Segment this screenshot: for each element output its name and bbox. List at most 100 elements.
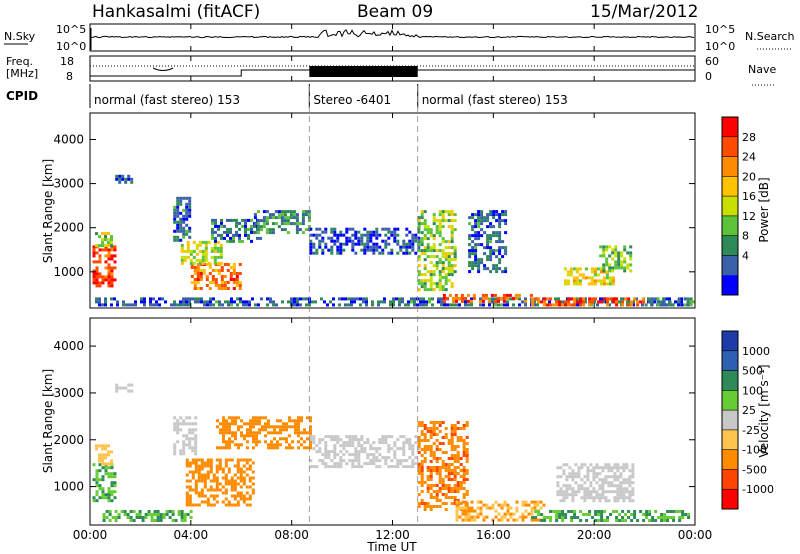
data-cell — [234, 434, 237, 438]
data-cell — [110, 466, 114, 470]
data-cell — [211, 236, 214, 240]
data-cell — [124, 180, 128, 184]
data-cell — [189, 261, 193, 265]
data-cell — [238, 263, 242, 266]
data-cell — [197, 470, 201, 474]
data-cell — [113, 248, 117, 252]
data-cell — [188, 300, 191, 304]
data-cell — [504, 210, 508, 214]
data-cell — [291, 419, 294, 423]
data-cell — [601, 490, 605, 494]
data-cell — [453, 255, 457, 259]
data-cell — [464, 509, 468, 513]
data-cell — [405, 233, 409, 237]
data-cell — [593, 273, 597, 277]
data-cell — [294, 428, 297, 432]
data-cell — [246, 422, 249, 426]
data-cell — [289, 210, 293, 214]
data-cell — [130, 383, 134, 387]
data-cell — [620, 254, 624, 258]
data-cell — [636, 519, 640, 522]
data-cell — [438, 219, 442, 223]
data-cell — [208, 281, 212, 284]
data-cell — [619, 472, 623, 476]
data-cell — [238, 287, 242, 290]
data-cell — [129, 510, 133, 513]
data-cell — [429, 505, 433, 508]
data-cell — [327, 435, 331, 439]
data-cell — [170, 303, 173, 307]
noise-trace — [89, 28, 695, 50]
data-cell — [224, 464, 228, 468]
data-cell — [454, 299, 458, 303]
data-cell — [95, 232, 98, 236]
data-cell — [435, 499, 439, 502]
data-cell — [405, 227, 409, 231]
data-cell — [654, 519, 658, 522]
data-cell — [235, 221, 238, 225]
data-cell — [444, 484, 448, 487]
data-cell — [280, 213, 284, 217]
data-cell — [623, 266, 627, 270]
data-cell — [147, 513, 151, 516]
data-cell — [453, 252, 457, 256]
data-cell — [217, 287, 221, 290]
data-cell — [173, 425, 177, 429]
data-cell — [466, 293, 470, 297]
data-cell — [447, 219, 451, 223]
data-cell — [360, 444, 364, 448]
data-cell — [185, 434, 189, 438]
data-cell — [420, 448, 424, 451]
data-cell — [435, 285, 439, 289]
data-cell — [115, 177, 119, 181]
data-cell — [226, 281, 230, 284]
data-cell — [602, 245, 606, 249]
data-cell — [365, 300, 368, 304]
data-cell — [280, 216, 284, 220]
data-cell — [309, 248, 313, 252]
data-cell — [363, 441, 367, 445]
data-cell — [218, 467, 222, 471]
data-cell — [432, 466, 436, 469]
data-cell — [247, 236, 250, 240]
data-cell — [378, 441, 382, 445]
data-cell — [609, 297, 613, 301]
data-cell — [214, 284, 218, 287]
data-cell — [182, 220, 186, 224]
data-cell — [273, 431, 276, 435]
data-cell — [489, 234, 493, 238]
data-cell — [188, 205, 192, 209]
data-cell — [511, 296, 515, 300]
data-cell — [354, 233, 358, 237]
data-cell — [456, 427, 460, 430]
data-cell — [272, 303, 275, 307]
data-cell — [615, 300, 619, 304]
data-cell — [179, 449, 183, 453]
data-cell — [290, 297, 293, 301]
data-cell — [426, 243, 430, 247]
data-cell — [389, 303, 392, 307]
data-cell — [217, 227, 220, 231]
data-cell — [441, 210, 445, 214]
data-cell — [613, 499, 617, 503]
data-cell — [363, 245, 367, 249]
data-cell — [441, 436, 445, 439]
data-cell — [483, 264, 487, 268]
data-cell — [573, 297, 577, 301]
data-cell — [530, 506, 534, 510]
data-cell — [252, 425, 255, 429]
data-cell — [462, 493, 466, 496]
data-cell — [592, 469, 596, 473]
data-cell — [453, 478, 457, 481]
data-cell — [571, 493, 575, 497]
data-cell — [451, 296, 455, 300]
data-cell — [236, 470, 240, 474]
data-cell — [186, 513, 190, 516]
data-cell — [309, 440, 312, 444]
data-cell — [339, 444, 343, 448]
data-cell — [141, 516, 145, 519]
data-cell — [239, 476, 243, 480]
data-cell — [453, 258, 457, 262]
data-cell — [107, 472, 111, 476]
data-cell — [450, 463, 454, 466]
